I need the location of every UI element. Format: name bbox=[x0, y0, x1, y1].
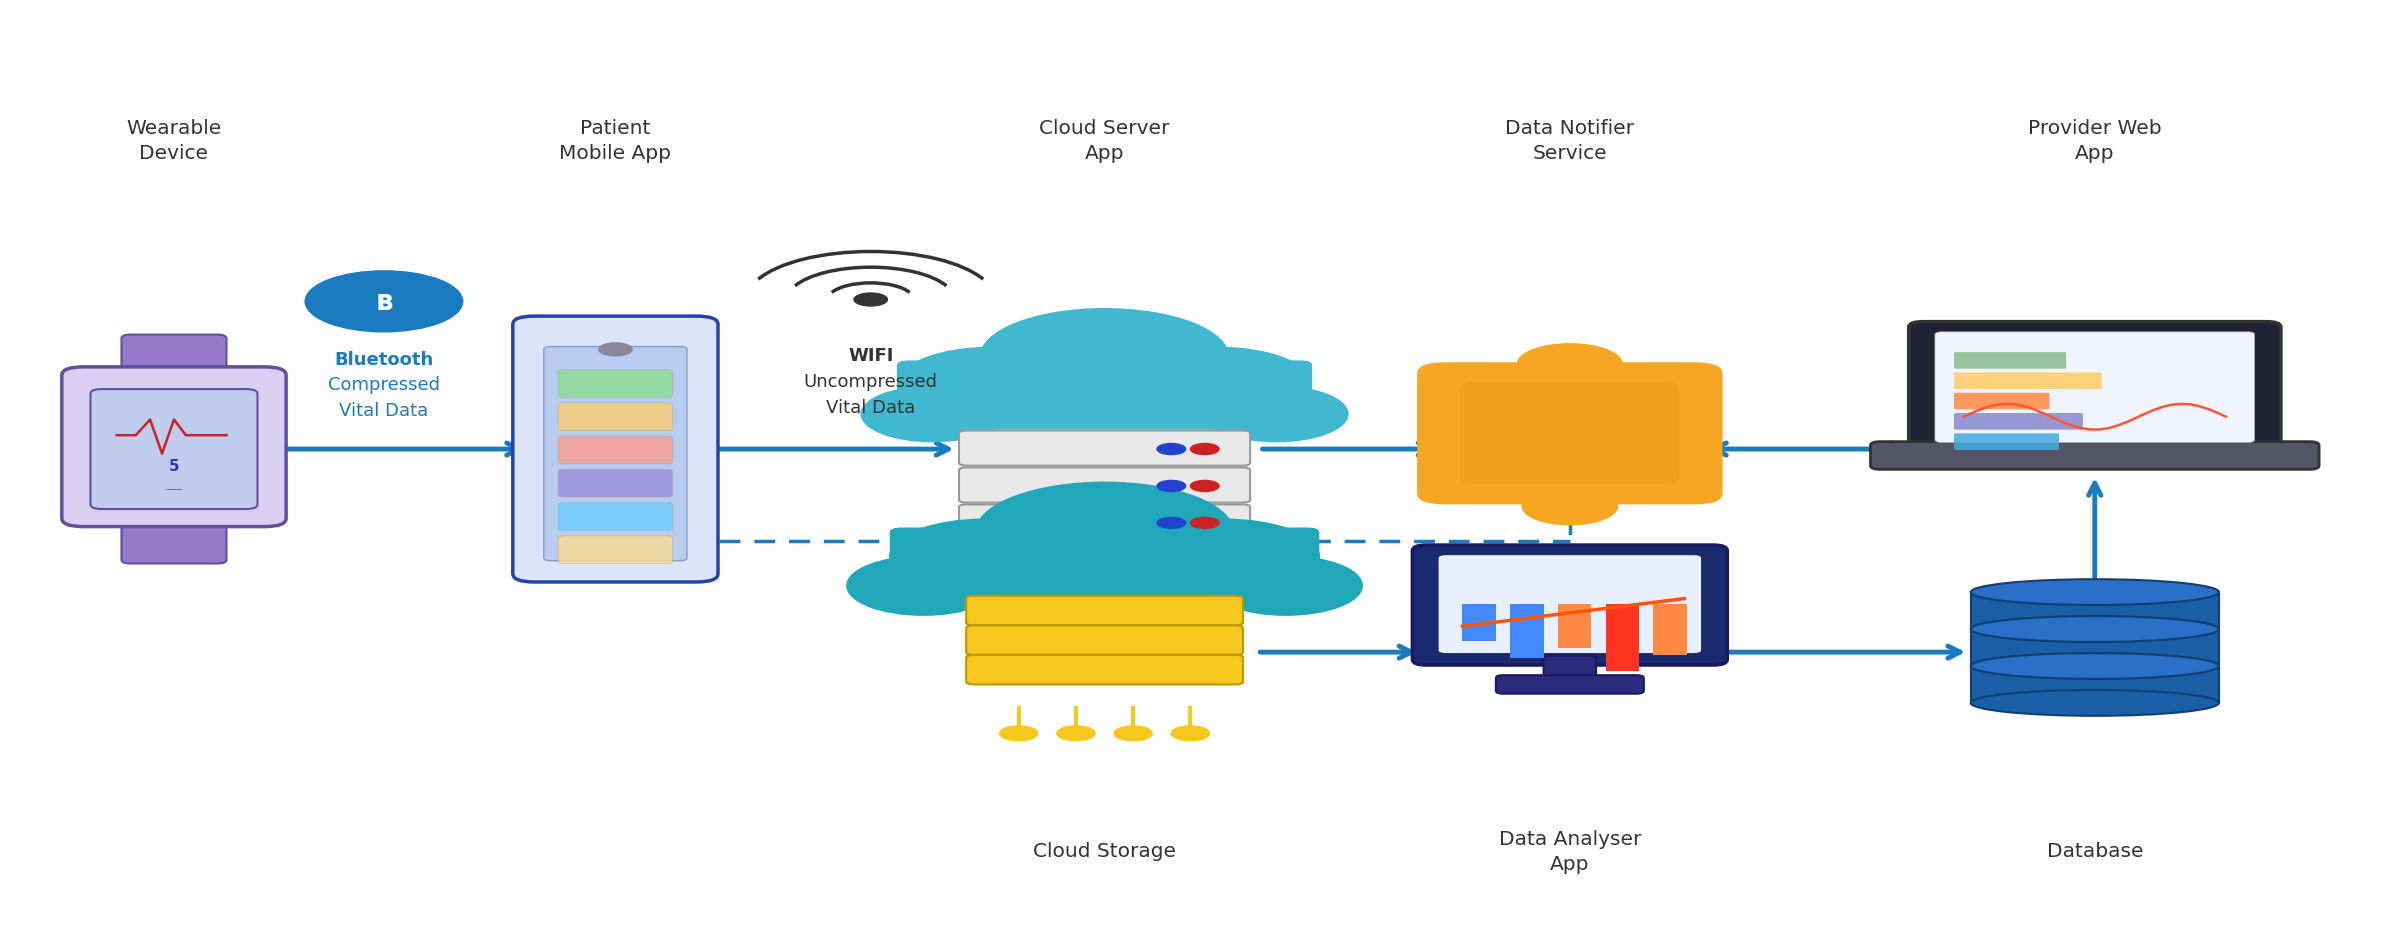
Text: ___: ___ bbox=[166, 479, 182, 490]
Text: Wearable
Device: Wearable Device bbox=[127, 119, 221, 163]
FancyBboxPatch shape bbox=[1438, 556, 1702, 653]
FancyBboxPatch shape bbox=[1543, 656, 1596, 682]
Text: Compressed: Compressed bbox=[329, 376, 439, 394]
FancyBboxPatch shape bbox=[890, 528, 1320, 600]
FancyBboxPatch shape bbox=[559, 536, 672, 563]
FancyBboxPatch shape bbox=[122, 335, 226, 379]
Circle shape bbox=[998, 726, 1037, 741]
Ellipse shape bbox=[1970, 653, 2220, 680]
FancyBboxPatch shape bbox=[91, 389, 257, 509]
Ellipse shape bbox=[1970, 617, 2220, 642]
FancyBboxPatch shape bbox=[1954, 353, 2066, 370]
FancyBboxPatch shape bbox=[559, 470, 672, 498]
FancyBboxPatch shape bbox=[1558, 605, 1591, 649]
FancyBboxPatch shape bbox=[1954, 393, 2050, 410]
FancyBboxPatch shape bbox=[960, 505, 1250, 540]
FancyBboxPatch shape bbox=[960, 468, 1250, 503]
Circle shape bbox=[1128, 348, 1310, 418]
FancyBboxPatch shape bbox=[1934, 332, 2254, 443]
Circle shape bbox=[1157, 481, 1186, 492]
FancyBboxPatch shape bbox=[1495, 676, 1644, 694]
Circle shape bbox=[1114, 726, 1152, 741]
FancyBboxPatch shape bbox=[559, 503, 672, 531]
Circle shape bbox=[1190, 444, 1219, 455]
Circle shape bbox=[854, 294, 888, 307]
FancyBboxPatch shape bbox=[1970, 629, 2220, 666]
FancyBboxPatch shape bbox=[1954, 373, 2102, 389]
FancyBboxPatch shape bbox=[559, 403, 672, 431]
FancyBboxPatch shape bbox=[545, 347, 686, 562]
FancyBboxPatch shape bbox=[1606, 605, 1639, 671]
FancyBboxPatch shape bbox=[1908, 322, 2280, 453]
Circle shape bbox=[862, 387, 1003, 442]
Text: Database: Database bbox=[2047, 841, 2143, 860]
Circle shape bbox=[305, 271, 463, 332]
Ellipse shape bbox=[1970, 653, 2220, 680]
FancyBboxPatch shape bbox=[122, 519, 226, 563]
Circle shape bbox=[1157, 518, 1186, 529]
FancyBboxPatch shape bbox=[960, 431, 1250, 466]
Circle shape bbox=[598, 344, 631, 357]
Text: Cloud Server
App: Cloud Server App bbox=[1039, 119, 1169, 163]
FancyBboxPatch shape bbox=[559, 371, 672, 398]
Text: WIFI: WIFI bbox=[847, 346, 893, 364]
FancyBboxPatch shape bbox=[1970, 666, 2220, 703]
Circle shape bbox=[1517, 344, 1622, 385]
Text: ʙ: ʙ bbox=[374, 288, 394, 316]
FancyBboxPatch shape bbox=[559, 437, 672, 464]
Text: 5: 5 bbox=[168, 459, 180, 474]
Text: Vital Data: Vital Data bbox=[338, 402, 430, 420]
FancyBboxPatch shape bbox=[967, 625, 1243, 655]
FancyBboxPatch shape bbox=[898, 361, 1313, 431]
Circle shape bbox=[1056, 726, 1094, 741]
Circle shape bbox=[1171, 726, 1210, 741]
Circle shape bbox=[1522, 489, 1618, 525]
FancyBboxPatch shape bbox=[967, 655, 1243, 685]
FancyBboxPatch shape bbox=[1654, 605, 1687, 655]
Circle shape bbox=[900, 348, 1080, 418]
Ellipse shape bbox=[1970, 690, 2220, 716]
Circle shape bbox=[847, 557, 998, 616]
Text: Data Analyser
App: Data Analyser App bbox=[1498, 828, 1642, 872]
Circle shape bbox=[977, 483, 1234, 582]
Circle shape bbox=[1190, 518, 1219, 529]
Ellipse shape bbox=[1970, 579, 2220, 606]
FancyBboxPatch shape bbox=[1462, 605, 1495, 641]
FancyBboxPatch shape bbox=[967, 596, 1243, 625]
Text: Provider Web
App: Provider Web App bbox=[2028, 119, 2162, 163]
FancyBboxPatch shape bbox=[1970, 592, 2220, 629]
Text: Patient
Mobile App: Patient Mobile App bbox=[559, 119, 672, 163]
Text: Bluetooth: Bluetooth bbox=[334, 350, 434, 368]
Circle shape bbox=[1190, 481, 1219, 492]
FancyBboxPatch shape bbox=[1459, 382, 1680, 485]
Text: Data Notifier
Service: Data Notifier Service bbox=[1505, 119, 1634, 163]
Text: Cloud Storage: Cloud Storage bbox=[1032, 841, 1176, 860]
Circle shape bbox=[982, 310, 1229, 405]
FancyBboxPatch shape bbox=[1870, 442, 2318, 470]
Circle shape bbox=[1210, 557, 1363, 616]
Circle shape bbox=[1205, 387, 1349, 442]
FancyBboxPatch shape bbox=[1954, 434, 2059, 450]
FancyBboxPatch shape bbox=[62, 368, 286, 527]
Circle shape bbox=[1157, 444, 1186, 455]
Ellipse shape bbox=[1970, 617, 2220, 642]
FancyBboxPatch shape bbox=[1416, 363, 1723, 505]
FancyBboxPatch shape bbox=[1954, 414, 2083, 431]
Text: Vital Data: Vital Data bbox=[826, 398, 914, 417]
Circle shape bbox=[1128, 519, 1320, 593]
Circle shape bbox=[890, 519, 1080, 593]
FancyBboxPatch shape bbox=[1510, 605, 1543, 658]
Text: Uncompressed: Uncompressed bbox=[804, 373, 938, 390]
FancyBboxPatch shape bbox=[1411, 546, 1728, 665]
FancyBboxPatch shape bbox=[514, 316, 718, 582]
